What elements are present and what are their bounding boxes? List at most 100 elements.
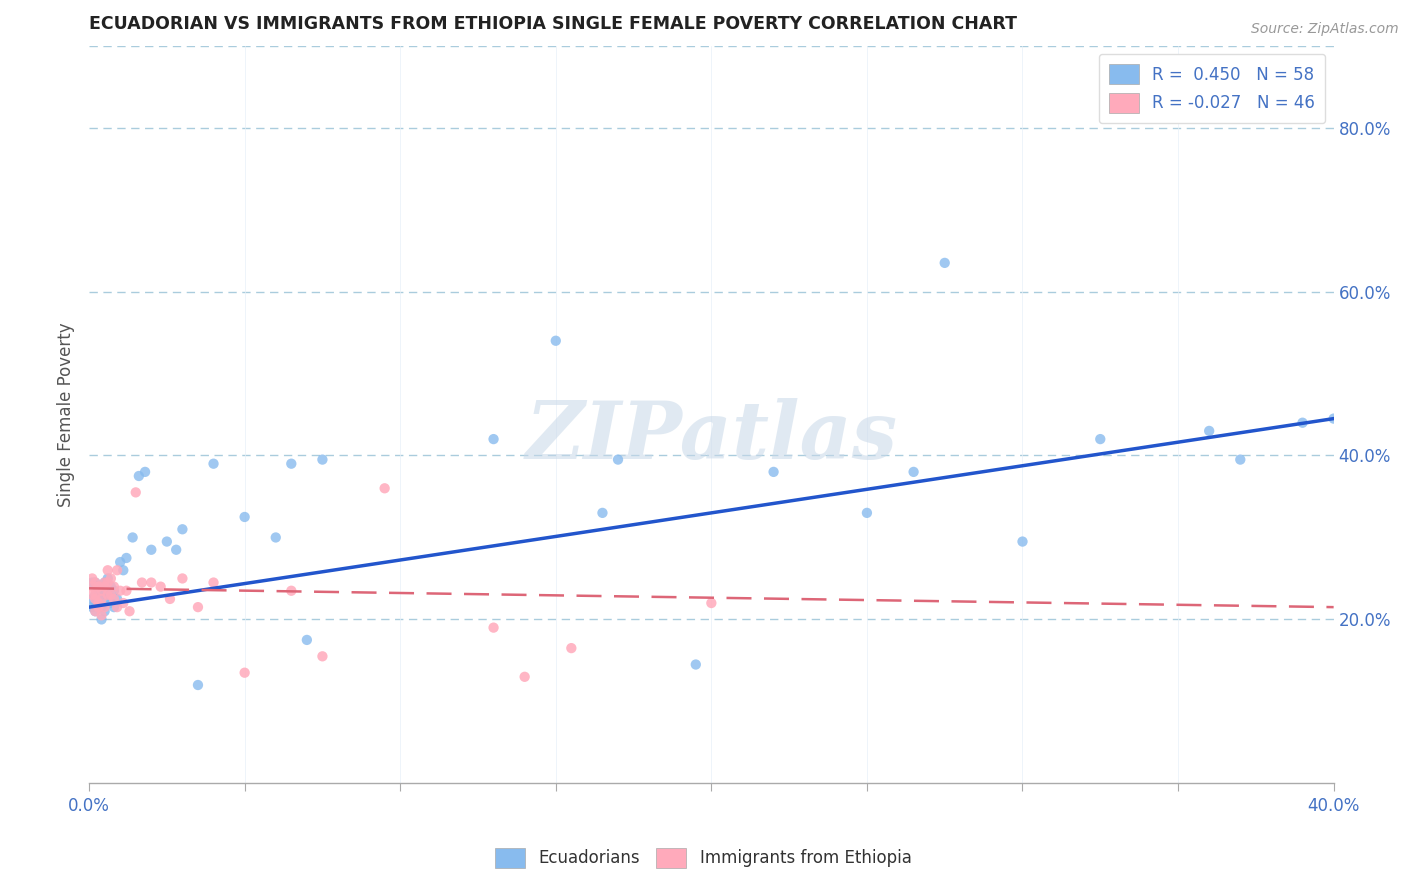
Point: [134, 465, 156, 479]
Point: [105, 591, 128, 606]
Point: [93, 575, 115, 590]
Point: [141, 575, 163, 590]
Point: [93, 600, 115, 615]
Point: [97, 571, 120, 585]
Point: [97, 575, 120, 590]
Point: [87, 580, 110, 594]
Point: [685, 657, 707, 672]
Point: [762, 465, 785, 479]
Legend: Ecuadorians, Immigrants from Ethiopia: Ecuadorians, Immigrants from Ethiopia: [488, 841, 918, 875]
Point: [87, 600, 110, 615]
Point: [112, 563, 135, 577]
Point: [295, 632, 318, 647]
Point: [856, 506, 879, 520]
Point: [311, 649, 333, 664]
Point: [112, 596, 135, 610]
Point: [105, 600, 128, 615]
Point: [165, 542, 187, 557]
Point: [87, 596, 110, 610]
Point: [84, 591, 107, 606]
Point: [82, 571, 104, 585]
Point: [90, 591, 112, 606]
Y-axis label: Single Female Poverty: Single Female Poverty: [58, 322, 75, 507]
Point: [131, 575, 153, 590]
Point: [591, 506, 613, 520]
Point: [1198, 424, 1220, 438]
Point: [97, 588, 120, 602]
Point: [172, 571, 194, 585]
Point: [202, 575, 225, 590]
Point: [233, 510, 256, 524]
Point: [128, 469, 150, 483]
Point: [108, 555, 131, 569]
Point: [103, 600, 125, 615]
Point: [87, 583, 110, 598]
Point: [82, 588, 104, 602]
Point: [700, 596, 723, 610]
Point: [1090, 432, 1112, 446]
Point: [82, 575, 104, 590]
Point: [93, 583, 115, 598]
Point: [100, 588, 122, 602]
Point: [103, 583, 125, 598]
Point: [141, 542, 163, 557]
Point: [84, 575, 107, 590]
Point: [100, 571, 122, 585]
Point: [84, 588, 107, 602]
Point: [87, 600, 110, 615]
Point: [233, 665, 256, 680]
Point: [93, 575, 115, 590]
Point: [159, 591, 181, 606]
Point: [264, 531, 287, 545]
Point: [374, 481, 396, 495]
Point: [84, 575, 107, 590]
Point: [482, 432, 505, 446]
Point: [544, 334, 567, 348]
Point: [311, 452, 333, 467]
Point: [280, 457, 302, 471]
Point: [103, 591, 125, 606]
Point: [125, 485, 148, 500]
Point: [108, 583, 131, 598]
Text: Source: ZipAtlas.com: Source: ZipAtlas.com: [1251, 22, 1399, 37]
Point: [1323, 411, 1346, 425]
Point: [115, 583, 138, 598]
Point: [82, 580, 104, 594]
Point: [90, 612, 112, 626]
Point: [84, 596, 107, 610]
Point: [87, 580, 110, 594]
Text: ECUADORIAN VS IMMIGRANTS FROM ETHIOPIA SINGLE FEMALE POVERTY CORRELATION CHART: ECUADORIAN VS IMMIGRANTS FROM ETHIOPIA S…: [89, 15, 1017, 33]
Point: [172, 522, 194, 536]
Point: [1011, 534, 1033, 549]
Point: [607, 452, 630, 467]
Point: [187, 678, 209, 692]
Text: ZIPatlas: ZIPatlas: [526, 398, 897, 475]
Point: [934, 256, 956, 270]
Point: [513, 670, 536, 684]
Point: [93, 591, 115, 606]
Point: [84, 588, 107, 602]
Point: [87, 596, 110, 610]
Point: [87, 580, 110, 594]
Point: [280, 583, 302, 598]
Point: [115, 551, 138, 566]
Point: [84, 604, 107, 618]
Point: [149, 580, 172, 594]
Point: [90, 608, 112, 623]
Point: [93, 604, 115, 618]
Point: [87, 580, 110, 594]
Point: [482, 621, 505, 635]
Point: [82, 591, 104, 606]
Legend: R =  0.450   N = 58, R = -0.027   N = 46: R = 0.450 N = 58, R = -0.027 N = 46: [1099, 54, 1326, 123]
Point: [93, 580, 115, 594]
Point: [100, 596, 122, 610]
Point: [84, 604, 107, 618]
Point: [118, 604, 141, 618]
Point: [90, 583, 112, 598]
Point: [105, 563, 128, 577]
Point: [82, 600, 104, 615]
Point: [100, 580, 122, 594]
Point: [121, 531, 143, 545]
Point: [560, 641, 582, 656]
Point: [97, 588, 120, 602]
